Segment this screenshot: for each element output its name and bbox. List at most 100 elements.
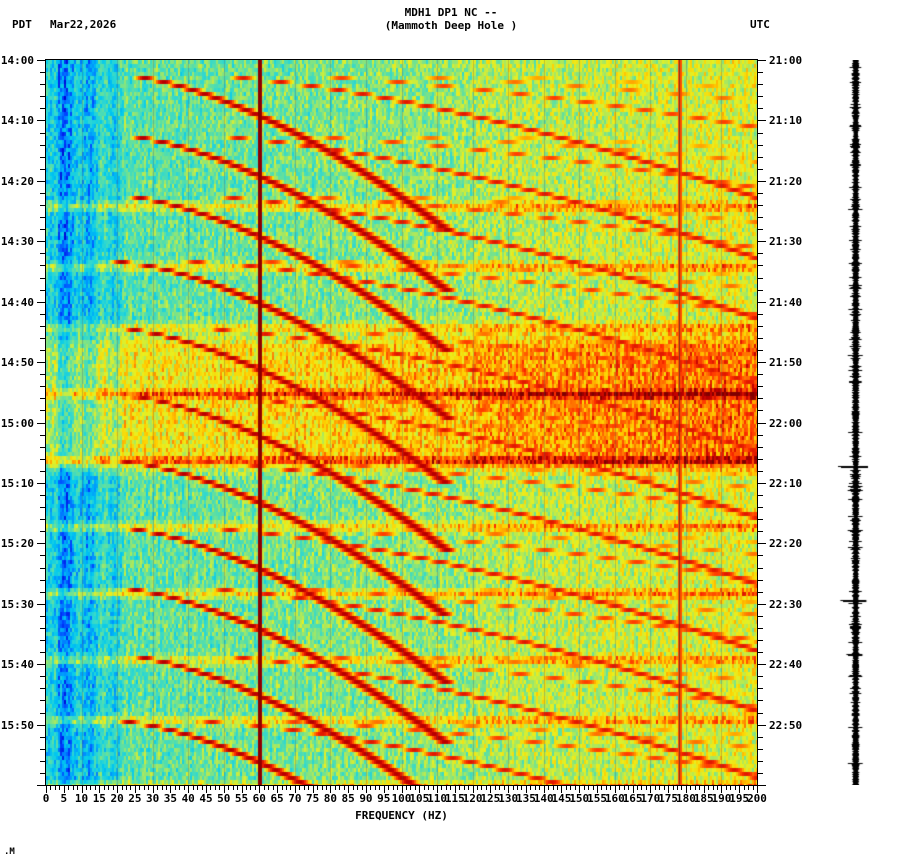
y-tick: [757, 410, 763, 411]
x-tick: [677, 785, 678, 790]
x-tick: [126, 785, 127, 790]
x-tick: [313, 785, 314, 793]
x-tick: [170, 785, 171, 793]
x-tick-label: 170: [640, 792, 661, 805]
y-tick: [40, 652, 46, 653]
y-tick: [757, 616, 763, 617]
y-tick: [40, 555, 46, 556]
y-tick: [40, 253, 46, 254]
x-tick: [508, 785, 509, 793]
x-tick: [673, 785, 674, 790]
y-tick: [757, 483, 766, 484]
y-tick: [37, 604, 46, 605]
y-tick-label-utc: 21:10: [769, 114, 803, 128]
y-tick: [757, 133, 763, 134]
x-tick: [526, 785, 527, 793]
x-tick: [388, 785, 389, 790]
x-tick: [726, 785, 727, 790]
x-tick-label: 175: [658, 792, 679, 805]
y-tick: [757, 773, 763, 774]
x-tick-label: 125: [480, 792, 501, 805]
x-tick: [362, 785, 363, 790]
x-tick: [122, 785, 123, 790]
x-tick: [353, 785, 354, 790]
x-tick: [46, 785, 47, 793]
x-tick-label: 155: [587, 792, 607, 805]
x-tick: [348, 785, 349, 793]
x-tick: [370, 785, 371, 790]
y-tick-label-pdt: 14:50: [0, 356, 34, 370]
y-tick: [40, 568, 46, 569]
y-tick: [757, 374, 763, 375]
x-tick: [59, 785, 60, 790]
x-tick: [322, 785, 323, 790]
x-tick-label: 75: [306, 792, 320, 805]
y-tick: [757, 737, 763, 738]
x-tick: [166, 785, 167, 790]
y-tick: [40, 700, 46, 701]
y-tick: [40, 96, 46, 97]
y-tick: [757, 555, 763, 556]
x-tick: [744, 785, 745, 790]
x-tick: [717, 785, 718, 790]
y-tick: [757, 60, 766, 61]
x-tick: [286, 785, 287, 790]
y-tick: [40, 713, 46, 714]
y-tick: [757, 205, 763, 206]
x-tick: [566, 785, 567, 790]
y-tick: [40, 314, 46, 315]
y-tick: [757, 217, 763, 218]
x-tick: [557, 785, 558, 790]
x-tick: [735, 785, 736, 790]
y-tick: [37, 120, 46, 121]
seismogram-trace-canvas: [830, 60, 892, 785]
y-tick-label-utc: 22:00: [769, 416, 803, 430]
x-tick: [481, 785, 482, 790]
station-subtitle: (Mammoth Deep Hole ): [384, 19, 518, 32]
x-tick: [157, 785, 158, 790]
y-tick: [757, 290, 763, 291]
x-tick: [739, 785, 740, 793]
x-tick: [659, 785, 660, 790]
y-tick: [40, 628, 46, 629]
x-tick: [357, 785, 358, 790]
x-tick: [228, 785, 229, 790]
x-tick: [219, 785, 220, 790]
x-tick: [521, 785, 522, 790]
spectrogram-plot[interactable]: [46, 60, 757, 785]
y-tick-label-utc: 21:00: [769, 54, 803, 67]
x-tick-label: 200: [747, 792, 767, 805]
x-tick: [535, 785, 536, 790]
x-tick: [406, 785, 407, 790]
x-tick: [517, 785, 518, 790]
x-tick: [130, 785, 131, 790]
y-tick-label-utc: 22:40: [769, 658, 803, 672]
y-tick: [40, 290, 46, 291]
x-tick: [486, 785, 487, 790]
x-tick: [410, 785, 411, 790]
y-tick: [37, 543, 46, 544]
y-tick: [757, 169, 763, 170]
x-tick: [339, 785, 340, 790]
x-tick: [393, 785, 394, 790]
y-tick: [40, 435, 46, 436]
y-tick: [757, 278, 763, 279]
y-tick: [757, 700, 763, 701]
y-tick: [40, 688, 46, 689]
x-tick: [695, 785, 696, 790]
y-tick: [40, 350, 46, 351]
x-tick: [153, 785, 154, 793]
y-tick: [757, 314, 763, 315]
x-tick: [610, 785, 611, 790]
x-tick: [366, 785, 367, 793]
y-tick: [40, 616, 46, 617]
x-tick: [193, 785, 194, 790]
y-tick: [37, 302, 46, 303]
x-tick: [117, 785, 118, 793]
x-tick-label: 5: [60, 792, 68, 805]
y-tick: [757, 713, 763, 714]
x-tick: [242, 785, 243, 793]
y-tick: [757, 241, 766, 242]
y-tick: [757, 761, 763, 762]
x-tick-label: 0: [42, 792, 50, 805]
